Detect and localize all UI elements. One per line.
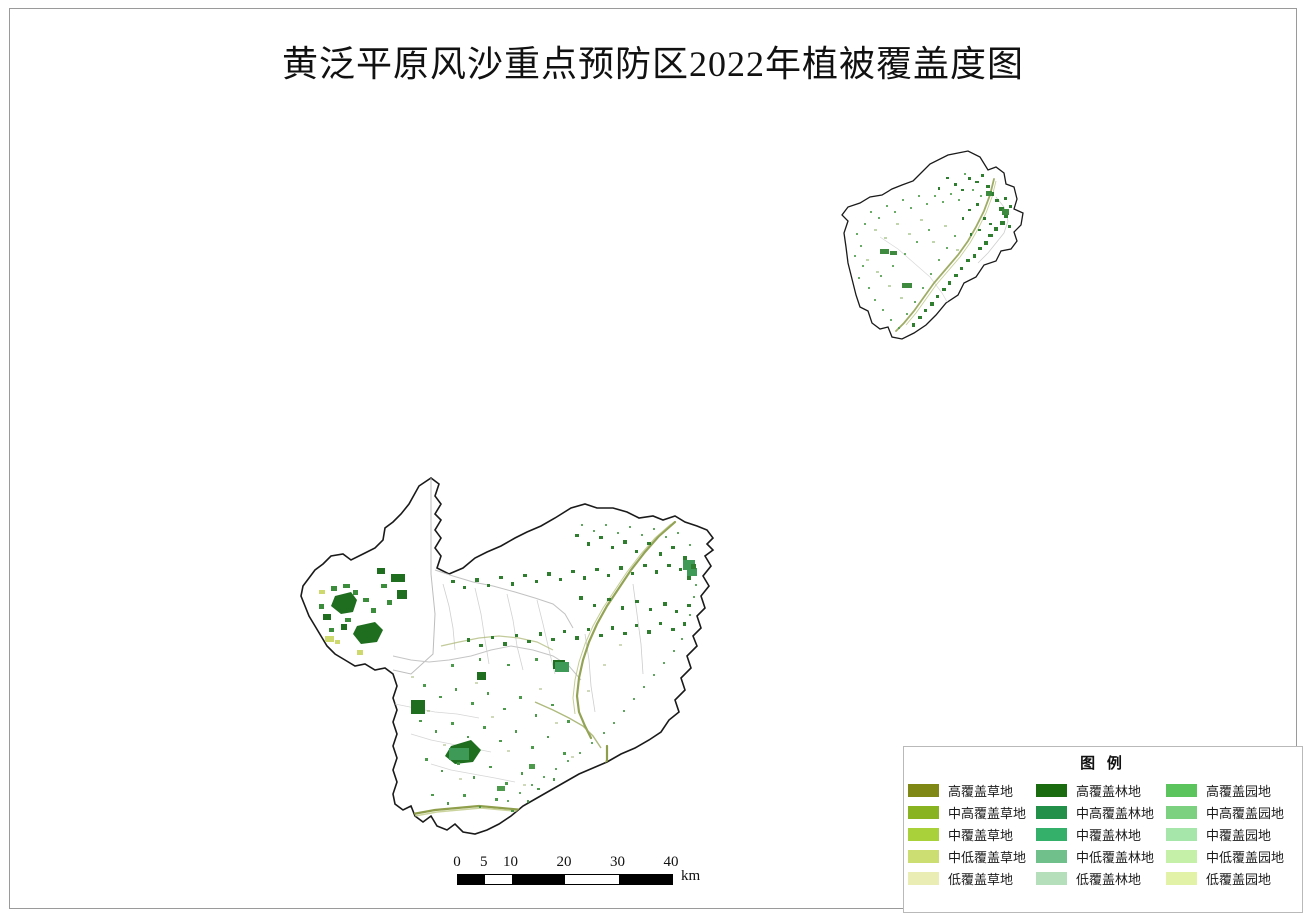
legend-label: 中高覆盖草地 (948, 805, 1027, 821)
legend-swatch (1166, 783, 1197, 797)
scale-bar: 0 5 10 20 30 40 km (453, 854, 727, 894)
scale-tick-30: 30 (610, 854, 625, 870)
legend-swatch (908, 871, 939, 885)
legend-label: 中低覆盖林地 (1076, 849, 1155, 865)
legend-swatch (1166, 827, 1197, 841)
legend-column-forest: 高覆盖林地中高覆盖林地 中覆盖林地中低覆盖林地 低覆盖林地 (1036, 779, 1166, 889)
scale-tick-5: 5 (480, 854, 488, 870)
inset-region-map (818, 137, 1044, 353)
legend-swatch (908, 783, 939, 797)
legend-item[interactable]: 高覆盖园地 (1166, 779, 1302, 801)
legend-label: 中低覆盖草地 (948, 849, 1027, 865)
legend-item[interactable]: 中覆盖园地 (1166, 823, 1302, 845)
legend-swatch (1166, 849, 1197, 863)
scale-bar-ticks: 0 5 10 20 30 40 (453, 854, 678, 872)
legend-item[interactable]: 中低覆盖园地 (1166, 845, 1302, 867)
legend-label: 中低覆盖园地 (1206, 849, 1285, 865)
scale-block-30-40 (618, 875, 672, 884)
legend-item[interactable]: 低覆盖草地 (908, 867, 1036, 889)
scale-block-5-10 (484, 875, 512, 884)
legend-item[interactable]: 中高覆盖林地 (1036, 801, 1166, 823)
legend-column-grassland: 高覆盖草地中高覆盖草地 中覆盖草地中低覆盖草地 低覆盖草地 (908, 779, 1036, 889)
legend: 图 例 高覆盖草地 中高覆盖草地 中覆盖草地 中低覆盖草地 低覆盖草地 高覆盖林地 中高覆盖… (903, 746, 1303, 913)
legend-swatch (1036, 871, 1067, 885)
legend-swatch (1036, 783, 1067, 797)
legend-item[interactable]: 中低覆盖草地 (908, 845, 1036, 867)
legend-label: 中高覆盖园地 (1206, 805, 1285, 821)
legend-swatch (1166, 871, 1197, 885)
legend-title: 图 例 (1080, 756, 1126, 772)
legend-column-orchard: 高覆盖园地中高覆盖园地 中覆盖园地中低覆盖园地 低覆盖园地 (1166, 779, 1302, 889)
legend-item[interactable]: 中覆盖林地 (1036, 823, 1166, 845)
legend-label: 低覆盖林地 (1076, 871, 1142, 887)
legend-label: 低覆盖草地 (948, 871, 1014, 887)
legend-item[interactable]: 中高覆盖草地 (908, 801, 1036, 823)
scale-block-20-30 (565, 875, 619, 884)
scale-tick-40: 40 (663, 854, 679, 870)
legend-swatch (908, 849, 939, 863)
scale-bar-blocks (457, 874, 673, 885)
legend-swatch (908, 827, 939, 841)
legend-item[interactable]: 高覆盖林地 (1036, 779, 1166, 801)
scale-bar-unit: km (681, 868, 701, 884)
legend-label: 高覆盖林地 (1076, 783, 1142, 799)
legend-label: 中覆盖林地 (1076, 827, 1142, 843)
legend-label: 中高覆盖林地 (1076, 805, 1155, 821)
legend-item[interactable]: 中低覆盖林地 (1036, 845, 1166, 867)
legend-grid: 高覆盖草地 中高覆盖草地 中覆盖草地 中低覆盖草地 低覆盖草地 高覆盖林地 中高覆盖林地 中覆… (904, 779, 1302, 889)
legend-label: 中覆盖草地 (948, 827, 1014, 843)
legend-item[interactable]: 中覆盖草地 (908, 823, 1036, 845)
legend-item[interactable]: 中高覆盖园地 (1166, 801, 1302, 823)
scale-tick-10: 10 (503, 854, 518, 870)
legend-swatch (1036, 827, 1067, 841)
legend-item[interactable]: 低覆盖园地 (1166, 867, 1302, 889)
legend-item[interactable]: 低覆盖林地 (1036, 867, 1166, 889)
legend-label: 低覆盖园地 (1206, 871, 1272, 887)
legend-swatch (1166, 805, 1197, 819)
legend-label: 中覆盖园地 (1206, 827, 1272, 843)
legend-swatch (1036, 805, 1067, 819)
legend-swatch (908, 805, 939, 819)
legend-label: 高覆盖园地 (1206, 783, 1272, 799)
scale-block-10-20 (511, 875, 565, 884)
scale-tick-20: 20 (556, 854, 572, 870)
legend-label: 高覆盖草地 (948, 783, 1014, 799)
legend-item[interactable]: 高覆盖草地 (908, 779, 1036, 801)
legend-swatch (1036, 849, 1067, 863)
scale-block-0-5 (458, 875, 485, 884)
main-region-map (235, 464, 745, 874)
page-frame: 黄泛平原风沙重点预防区2022年植被覆盖度图 (9, 8, 1303, 913)
scale-tick-0: 0 (453, 854, 461, 870)
page-title: 黄泛平原风沙重点预防区2022年植被覆盖度图 (281, 44, 1024, 84)
